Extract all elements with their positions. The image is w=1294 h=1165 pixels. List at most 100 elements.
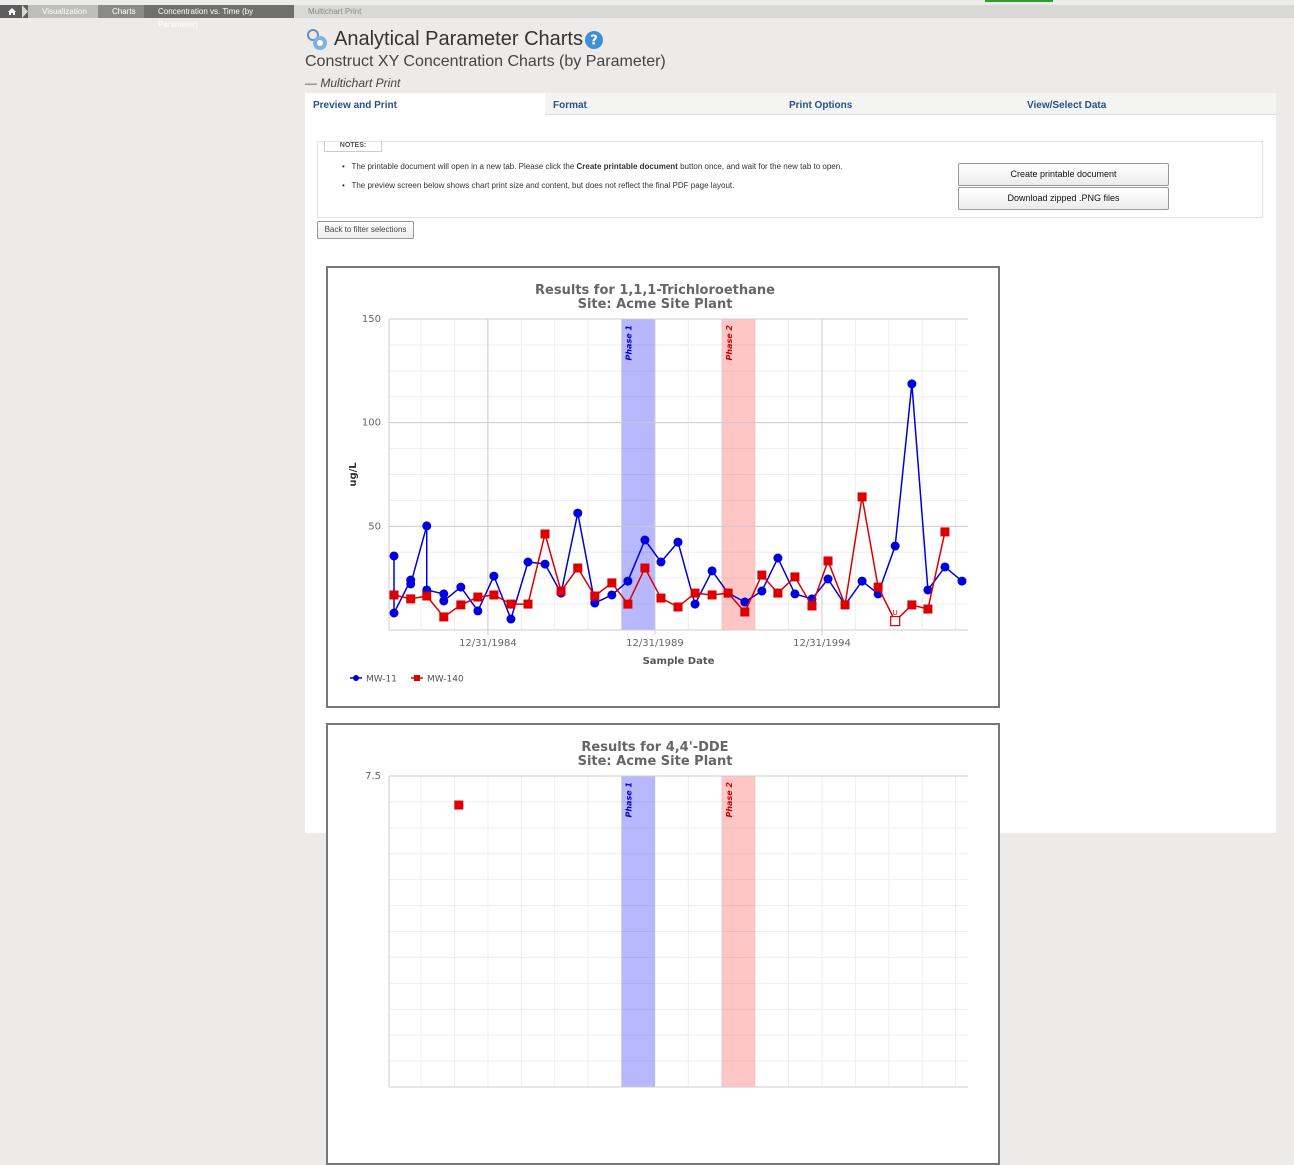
point bbox=[640, 563, 650, 573]
help-icon[interactable]: ? bbox=[584, 30, 604, 50]
point bbox=[406, 579, 416, 589]
note-item: • The preview screen below shows chart p… bbox=[342, 181, 735, 190]
crumb-text[interactable]: Charts bbox=[112, 7, 136, 16]
point bbox=[389, 590, 399, 600]
point bbox=[790, 572, 800, 582]
tab[interactable]: Preview and Print bbox=[305, 93, 545, 115]
phase-band bbox=[721, 776, 756, 1087]
x-tick-label: 12/31/1994 bbox=[793, 638, 851, 649]
phase-band bbox=[721, 319, 756, 630]
point bbox=[623, 576, 633, 586]
page-title: Analytical Parameter Charts bbox=[334, 28, 583, 50]
tab[interactable]: Format bbox=[545, 93, 781, 115]
point bbox=[473, 592, 483, 602]
legend-marker bbox=[353, 675, 359, 681]
point bbox=[707, 590, 717, 600]
app-icon bbox=[307, 29, 327, 50]
page-note: — Multichart Print bbox=[305, 76, 401, 90]
series-line bbox=[393, 496, 946, 623]
chart-frame: Results for 4,4'-DDE Site: Acme Site Plan… bbox=[326, 723, 1000, 1165]
y-tick-label: 50 bbox=[368, 521, 381, 532]
tab[interactable]: View/Select Data bbox=[1019, 93, 1276, 115]
point bbox=[607, 590, 617, 600]
point bbox=[823, 574, 833, 584]
y-tick-label: 100 bbox=[362, 418, 381, 429]
point bbox=[389, 551, 399, 561]
point bbox=[422, 521, 432, 531]
point bbox=[890, 541, 900, 551]
phase-band bbox=[621, 776, 655, 1087]
download-button[interactable]: Download zipped .PNG files bbox=[958, 187, 1169, 210]
x-tick-label: 12/31/1984 bbox=[459, 638, 517, 649]
point bbox=[673, 537, 683, 547]
point bbox=[757, 586, 767, 596]
crumb-text[interactable]: Concentration vs. Time (by Parameter) bbox=[158, 7, 254, 29]
phase-label: Phase 2 bbox=[725, 782, 734, 818]
point bbox=[907, 379, 917, 389]
point bbox=[757, 570, 767, 580]
point bbox=[406, 594, 416, 604]
chart-subtitle: Site: Acme Site Plant bbox=[578, 754, 733, 769]
point bbox=[489, 571, 499, 581]
point bbox=[439, 596, 449, 606]
point bbox=[590, 591, 600, 601]
point bbox=[422, 591, 432, 601]
note-bold: Create printable document bbox=[576, 162, 678, 171]
point bbox=[923, 585, 933, 595]
point bbox=[957, 576, 967, 586]
point bbox=[540, 559, 550, 569]
back-button[interactable]: Back to filter selections bbox=[317, 221, 414, 239]
legend-marker bbox=[414, 675, 420, 681]
chart-title: Results for 4,4'-DDE bbox=[581, 740, 728, 755]
point bbox=[907, 600, 917, 610]
crumb-text[interactable]: Visualization bbox=[42, 7, 87, 16]
breadcrumb: Visualization Charts Concentration vs. T… bbox=[0, 5, 1294, 29]
point bbox=[673, 602, 683, 612]
chart-title: Results for 1,1,1-Trichloroethane bbox=[535, 283, 775, 298]
point bbox=[940, 527, 950, 537]
point bbox=[740, 607, 750, 617]
point bbox=[523, 557, 533, 567]
point bbox=[707, 566, 717, 576]
point bbox=[473, 606, 483, 616]
point bbox=[506, 614, 516, 624]
crumb[interactable]: Charts bbox=[98, 5, 144, 18]
point bbox=[873, 582, 883, 592]
point bbox=[439, 612, 449, 622]
point bbox=[773, 588, 783, 598]
point bbox=[590, 598, 600, 608]
point bbox=[773, 553, 783, 563]
create-button[interactable]: Create printable document bbox=[958, 163, 1169, 186]
x-axis-label: Sample Date bbox=[643, 656, 715, 667]
point bbox=[556, 586, 566, 596]
chart-subtitle: Site: Acme Site Plant bbox=[578, 297, 733, 312]
y-tick-label: 7.5 bbox=[365, 771, 381, 782]
point bbox=[857, 492, 867, 502]
point bbox=[723, 588, 733, 598]
point bbox=[823, 556, 833, 566]
point bbox=[623, 599, 633, 609]
note-text: The preview screen below shows chart pri… bbox=[351, 181, 735, 190]
point bbox=[489, 590, 499, 600]
phase-label: Phase 1 bbox=[625, 782, 634, 818]
note-item: • The printable document will open in a … bbox=[342, 162, 843, 171]
phase-label: Phase 2 bbox=[725, 325, 734, 361]
point bbox=[790, 589, 800, 599]
home-crumb[interactable] bbox=[0, 5, 28, 18]
point bbox=[456, 582, 466, 592]
home-icon bbox=[8, 5, 28, 18]
crumb[interactable]: Visualization bbox=[28, 5, 98, 18]
point bbox=[923, 604, 933, 614]
crumb[interactable]: Concentration vs. Time (by Parameter) bbox=[144, 5, 294, 29]
tab[interactable]: Print Options bbox=[781, 93, 1019, 115]
point bbox=[690, 588, 700, 598]
point bbox=[523, 599, 533, 609]
point bbox=[840, 600, 850, 610]
point bbox=[454, 800, 464, 810]
note-text: The printable document will open in a ne… bbox=[351, 162, 577, 171]
point bbox=[656, 557, 666, 567]
point bbox=[740, 597, 750, 607]
